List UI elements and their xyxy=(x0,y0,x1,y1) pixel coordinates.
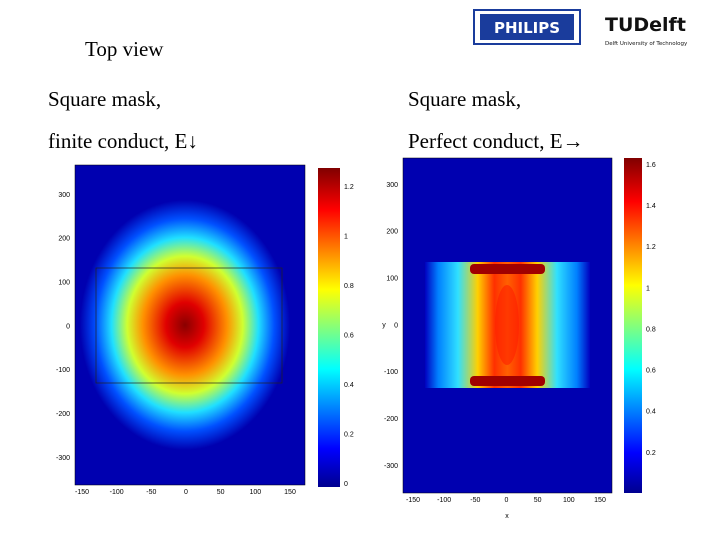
y-tick-label: 0 xyxy=(394,322,398,329)
x-tick-label: 0 xyxy=(505,497,509,504)
x-tick-label: 50 xyxy=(534,497,542,504)
colorbar-label: 0.4 xyxy=(344,382,354,389)
x-tick-label: -150 xyxy=(406,497,420,504)
y-tick-label: -300 xyxy=(56,455,70,462)
colorbar-label: 0.6 xyxy=(646,368,656,375)
colorbar-label: 0.2 xyxy=(646,450,656,457)
x-tick-label: 150 xyxy=(284,489,296,496)
y-tick-label: 0 xyxy=(66,323,70,330)
x-tick-label: -150 xyxy=(75,489,89,496)
x-tick-label: 100 xyxy=(563,497,575,504)
mask-outline xyxy=(95,267,283,384)
colorbar-label: 1.4 xyxy=(646,203,656,210)
colorbar-label: 0.2 xyxy=(344,431,354,438)
y-tick-label: -200 xyxy=(384,416,398,423)
colorbar-label: 1.2 xyxy=(646,244,656,251)
heatmap-right xyxy=(402,157,642,494)
field xyxy=(80,200,290,450)
colorbar xyxy=(624,158,642,493)
y-axis-label: y xyxy=(382,322,386,329)
y-tick-label: 200 xyxy=(386,229,398,236)
x-tick-label: -100 xyxy=(110,489,124,496)
title: Top view xyxy=(85,37,164,61)
y-tick-label: -100 xyxy=(56,367,70,374)
tudelft-text: TUDelft xyxy=(605,14,686,36)
x-axis-label: x xyxy=(505,513,509,520)
panel-line2: finite conduct, E↓ xyxy=(48,129,198,153)
tudelft-sub: Delft University of Technology xyxy=(605,41,688,47)
philips-text: PHILIPS xyxy=(494,19,560,37)
edge-hot xyxy=(470,376,545,386)
y-tick-label: 100 xyxy=(386,276,398,283)
colorbar-label: 0.6 xyxy=(344,332,354,339)
x-tick-label: 100 xyxy=(249,489,261,496)
colorbar-label: 1.6 xyxy=(646,162,656,169)
colorbar-label: 1 xyxy=(344,233,348,240)
x-tick-label: 0 xyxy=(184,489,188,496)
panel-line2: Perfect conduct, E→ xyxy=(408,129,584,153)
x-tick-label: 150 xyxy=(594,497,606,504)
y-tick-label: 300 xyxy=(386,182,398,189)
y-tick-label: -100 xyxy=(384,369,398,376)
heatmap-left xyxy=(74,164,340,487)
colorbar-label: 0.8 xyxy=(646,326,656,333)
y-tick-label: 100 xyxy=(58,280,70,287)
edge-hot xyxy=(470,264,545,274)
y-tick-label: 200 xyxy=(58,236,70,243)
colorbar-label: 1.2 xyxy=(344,184,354,191)
colorbar-label: 0.8 xyxy=(344,283,354,290)
philips-logo-bg xyxy=(480,14,574,40)
x-tick-label: -50 xyxy=(470,497,480,504)
colorbar-label: 0 xyxy=(344,481,348,488)
header: Top view PHILIPS TUDelft Delft Universit… xyxy=(85,9,688,61)
y-tick-label: -200 xyxy=(56,411,70,418)
colorbar-label: 1 xyxy=(646,285,650,292)
colorbar xyxy=(318,168,340,487)
panel-line1: Square mask, xyxy=(408,87,521,111)
center-hot xyxy=(495,285,519,365)
y-tick-label: -300 xyxy=(384,463,398,470)
colorbar-label: 0.4 xyxy=(646,409,656,416)
y-tick-label: 300 xyxy=(58,192,70,199)
panel-line1: Square mask, xyxy=(48,87,161,111)
x-tick-label: 50 xyxy=(217,489,225,496)
x-tick-label: -50 xyxy=(146,489,156,496)
x-tick-label: -100 xyxy=(437,497,451,504)
